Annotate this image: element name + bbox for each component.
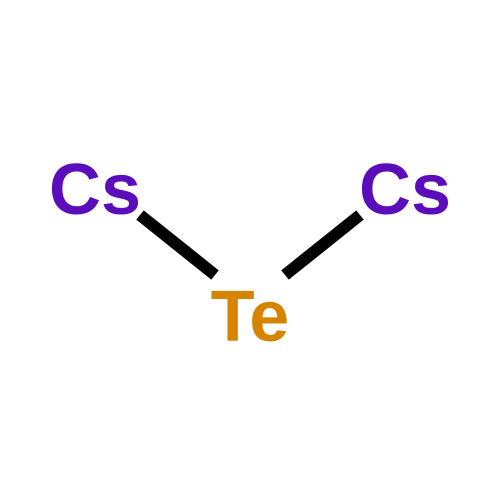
atom-cs-left: Cs xyxy=(49,150,141,230)
atoms-group: Cs Cs Te xyxy=(49,150,451,357)
atom-cs-right: Cs xyxy=(359,150,451,230)
bonds-group xyxy=(140,215,360,275)
bond-cs-right-te xyxy=(285,215,360,275)
molecule-canvas: Cs Cs Te xyxy=(0,0,500,500)
atom-te-center: Te xyxy=(211,277,290,357)
bond-cs-left-te xyxy=(140,215,215,275)
